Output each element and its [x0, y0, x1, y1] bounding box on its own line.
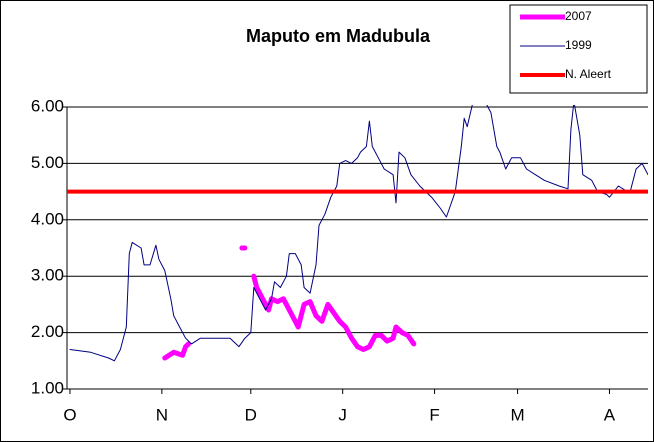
y-tick-label: 1.00	[31, 378, 64, 397]
series-layer	[67, 105, 648, 362]
series-line	[162, 341, 191, 361]
x-tick-label: F	[429, 405, 439, 424]
chart-title: Maputo em Madubula	[246, 26, 431, 46]
y-tick-label: 3.00	[31, 266, 64, 285]
legend: 2007 1999 N. Aleert	[509, 4, 648, 94]
series-line	[251, 273, 417, 352]
legend-box	[509, 4, 648, 94]
y-tick-label: 4.00	[31, 209, 64, 228]
x-tick-label: N	[156, 405, 168, 424]
x-tick-label: J	[338, 405, 347, 424]
x-tick-label: M	[510, 405, 524, 424]
plot-area: 1.00 2.00 3.00 4.00 5.00 6.00 O N D J F M A	[31, 96, 648, 424]
x-tick-label: D	[245, 405, 257, 424]
legend-label: N. Aleert	[565, 67, 612, 81]
series-line	[69, 105, 648, 362]
x-tick-label: O	[63, 405, 76, 424]
legend-label: 1999	[565, 38, 592, 52]
legend-label: 2007	[565, 9, 592, 23]
y-tick-label: 2.00	[31, 322, 64, 341]
y-tick-label: 6.00	[31, 96, 64, 115]
x-tick-label: A	[604, 405, 616, 424]
y-tick-label: 5.00	[31, 153, 64, 172]
